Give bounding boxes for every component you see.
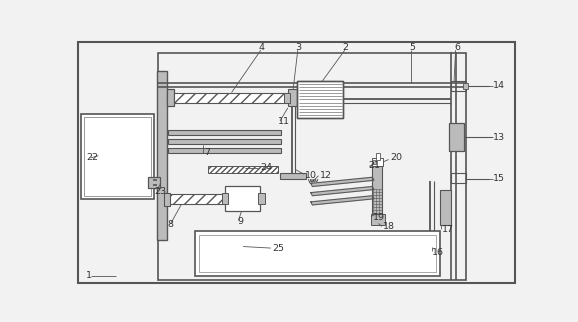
Bar — [284, 92, 290, 103]
Bar — [376, 153, 380, 159]
Bar — [371, 214, 385, 225]
Bar — [174, 92, 288, 103]
Bar — [168, 148, 281, 153]
Text: 13: 13 — [494, 133, 506, 142]
Bar — [158, 52, 466, 280]
Text: 1: 1 — [86, 271, 92, 280]
Bar — [372, 158, 383, 166]
Bar — [451, 81, 466, 91]
Bar — [80, 114, 154, 199]
Polygon shape — [311, 186, 374, 196]
Bar — [440, 190, 451, 225]
Text: 23: 23 — [154, 187, 166, 195]
Bar — [221, 194, 228, 204]
Bar — [464, 83, 468, 89]
Text: 6: 6 — [454, 43, 460, 52]
Text: 24: 24 — [260, 164, 272, 173]
Text: 14: 14 — [494, 81, 505, 90]
Text: 11: 11 — [278, 117, 290, 126]
Bar — [157, 71, 167, 241]
Text: 12: 12 — [320, 171, 332, 180]
Text: 4: 4 — [258, 43, 265, 52]
Text: 9: 9 — [237, 217, 243, 226]
Polygon shape — [311, 177, 374, 186]
Text: 7: 7 — [205, 148, 210, 157]
Text: 15: 15 — [494, 174, 505, 183]
Polygon shape — [311, 196, 374, 205]
Bar — [297, 81, 343, 118]
Polygon shape — [451, 173, 466, 177]
Text: 25: 25 — [272, 243, 284, 252]
Bar — [258, 194, 265, 204]
Text: 21: 21 — [368, 161, 380, 170]
Text: 19: 19 — [372, 213, 384, 222]
Bar — [199, 235, 436, 272]
Polygon shape — [451, 81, 466, 85]
Text: 17: 17 — [442, 225, 454, 234]
Text: 16: 16 — [432, 248, 444, 257]
Bar — [209, 166, 278, 173]
Bar — [195, 231, 440, 276]
Bar — [372, 163, 381, 217]
Bar — [451, 173, 466, 184]
Bar — [149, 177, 160, 188]
Bar — [168, 129, 281, 135]
Bar — [167, 194, 225, 204]
Text: 18: 18 — [383, 222, 395, 231]
Bar — [288, 90, 297, 106]
Polygon shape — [451, 180, 466, 183]
Text: 10: 10 — [305, 171, 317, 180]
Bar — [280, 173, 306, 179]
Bar — [168, 139, 281, 144]
Polygon shape — [451, 87, 466, 90]
Bar — [449, 123, 464, 151]
Bar — [372, 159, 376, 164]
Text: 5: 5 — [409, 43, 416, 52]
Bar — [297, 81, 343, 118]
Bar — [164, 193, 170, 206]
Text: 8: 8 — [168, 221, 173, 230]
Bar — [167, 90, 174, 106]
Bar — [225, 186, 260, 211]
Text: 2: 2 — [342, 43, 349, 52]
Text: 20: 20 — [390, 154, 402, 163]
Text: 22: 22 — [86, 154, 98, 163]
Bar — [84, 117, 151, 196]
Text: 3: 3 — [295, 43, 302, 52]
